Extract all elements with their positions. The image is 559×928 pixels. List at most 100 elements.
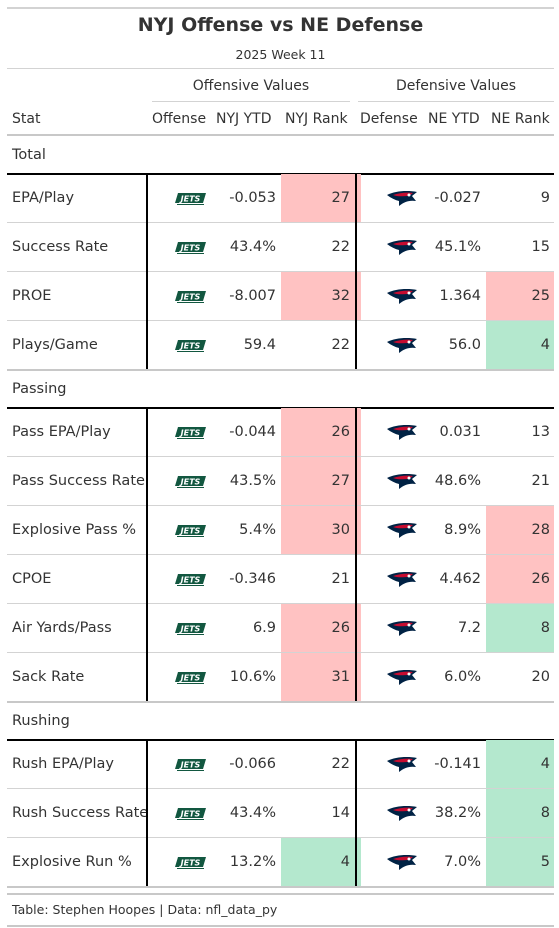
ne-rank-value: 15 (531, 239, 550, 255)
group-end-rule (7, 886, 554, 888)
spanner-defensive-rule (358, 101, 554, 102)
jets-logo-icon: JETS (174, 521, 208, 539)
table-row: Rush EPA/Play JETS -0.066 22 -0.141 4 (7, 740, 554, 789)
jets-logo-icon: JETS (174, 423, 208, 441)
table-row: Air Yards/Pass JETS 6.9 26 7.2 8 (7, 604, 554, 653)
patriots-logo-icon (385, 472, 419, 490)
nyj-rank-shade (281, 174, 361, 223)
header-rule (7, 68, 554, 69)
ne-rank-value: 4 (540, 756, 550, 772)
jets-logo-icon: JETS (174, 570, 208, 588)
patriots-logo-icon (385, 570, 419, 588)
nyj-ytd-value: -0.044 (229, 424, 276, 440)
col-nyj-ytd: NYJ YTD (216, 111, 272, 127)
ne-ytd-value: -0.141 (434, 756, 481, 772)
stat-label: Success Rate (12, 239, 109, 255)
stat-label: EPA/Play (12, 190, 75, 206)
nyj-ytd-value: -0.066 (229, 756, 276, 772)
ne-ytd-value: 56.0 (448, 337, 481, 353)
row-rule (7, 652, 554, 653)
nyj-rank-value: 14 (331, 805, 350, 821)
offense-divider (146, 408, 148, 701)
ne-rank-value: 21 (531, 473, 550, 489)
stat-label: Explosive Pass % (12, 522, 137, 538)
jets-logo-icon: JETS (174, 238, 208, 256)
ne-rank-value: 28 (531, 522, 550, 538)
nyj-rank-value: 27 (331, 473, 350, 489)
offense-divider (146, 174, 148, 369)
nyj-ytd-value: -0.053 (229, 190, 276, 206)
nyj-ytd-value: 6.9 (252, 620, 276, 636)
row-rule (7, 505, 554, 506)
stat-label: Pass Success Rate (12, 473, 145, 489)
svg-text:JETS: JETS (179, 428, 201, 437)
jets-logo-icon: JETS (174, 668, 208, 686)
nyj-ytd-value: 5.4% (239, 522, 276, 538)
patriots-logo-icon (385, 853, 419, 871)
stat-label: CPOE (12, 571, 52, 587)
table-title: NYJ Offense vs NE Defense (137, 14, 424, 36)
table-row: Plays/Game JETS 59.4 22 56.0 4 (7, 321, 554, 370)
stat-label: Air Yards/Pass (12, 620, 112, 636)
ne-rank-value: 13 (531, 424, 550, 440)
jets-logo-icon: JETS (174, 619, 208, 637)
svg-text:JETS: JETS (179, 624, 201, 633)
ne-rank-value: 9 (540, 190, 550, 206)
nyj-rank-shade (281, 272, 361, 321)
svg-text:JETS: JETS (179, 194, 201, 203)
group-label: Rushing (12, 713, 70, 729)
ne-rank-value: 8 (540, 620, 550, 636)
nyj-rank-value: 30 (331, 522, 350, 538)
table-row: Sack Rate JETS 10.6% 31 6.0% 20 (7, 653, 554, 702)
patriots-logo-icon (385, 521, 419, 539)
bottom-rule (7, 893, 554, 895)
row-rule (7, 320, 554, 321)
stat-label: PROE (12, 288, 52, 304)
patriots-logo-icon (385, 423, 419, 441)
col-defense: Defense (360, 111, 418, 127)
ne-ytd-value: 6.0% (444, 669, 481, 685)
row-rule (7, 788, 554, 789)
svg-text:JETS: JETS (179, 243, 201, 252)
nyj-rank-value: 22 (331, 756, 350, 772)
ne-ytd-value: 1.364 (439, 288, 481, 304)
ne-ytd-value: 7.2 (457, 620, 481, 636)
table-row: CPOE JETS -0.346 21 4.462 26 (7, 555, 554, 604)
top-rule (7, 7, 554, 9)
column-header-rule (7, 134, 554, 136)
nyj-rank-shade (281, 653, 361, 702)
ne-rank-shade (486, 506, 554, 555)
nyj-ytd-value: -0.346 (229, 571, 276, 587)
patriots-logo-icon (385, 755, 419, 773)
nyj-rank-shade (281, 457, 361, 506)
jets-logo-icon: JETS (174, 336, 208, 354)
col-nyj-rank: NYJ Rank (285, 111, 348, 127)
defense-divider (355, 740, 357, 886)
nyj-ytd-value: -8.007 (229, 288, 276, 304)
svg-text:JETS: JETS (179, 673, 201, 682)
col-ne-ytd: NE YTD (428, 111, 480, 127)
ne-rank-shade (486, 740, 554, 789)
nyj-rank-value: 27 (331, 190, 350, 206)
table-row: Explosive Pass % JETS 5.4% 30 8.9% 28 (7, 506, 554, 555)
ne-ytd-value: 8.9% (444, 522, 481, 538)
group-end-rule (7, 701, 554, 703)
jets-logo-icon: JETS (174, 189, 208, 207)
table-subtitle: 2025 Week 11 (235, 47, 326, 62)
nyj-rank-value: 31 (331, 669, 350, 685)
row-rule (7, 554, 554, 555)
defense-divider (355, 408, 357, 701)
patriots-logo-icon (385, 238, 419, 256)
nyj-rank-value: 32 (331, 288, 350, 304)
ne-ytd-value: 0.031 (439, 424, 481, 440)
footer-rule (7, 925, 554, 927)
ne-rank-value: 8 (540, 805, 550, 821)
col-ne-rank: NE Rank (491, 111, 550, 127)
nyj-rank-value: 4 (340, 854, 350, 870)
nyj-rank-value: 22 (331, 337, 350, 353)
ne-rank-shade (486, 604, 554, 653)
ne-rank-value: 25 (531, 288, 550, 304)
stat-label: Plays/Game (12, 337, 98, 353)
col-offense: Offense (152, 111, 207, 127)
